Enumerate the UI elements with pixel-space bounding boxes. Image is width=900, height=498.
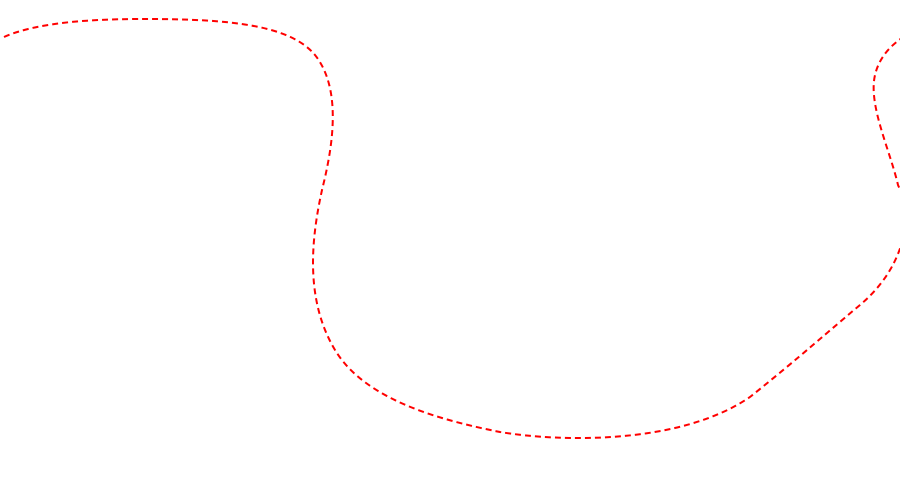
dashed-red-curve <box>3 17 900 440</box>
